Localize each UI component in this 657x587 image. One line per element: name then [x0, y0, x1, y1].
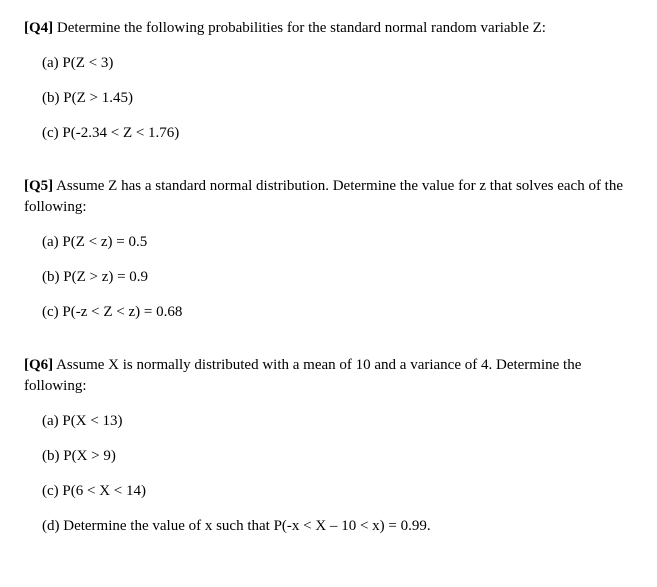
q4-part-a: (a) P(Z < 3): [42, 53, 633, 74]
q5-intro-line: [Q5] Assume Z has a standard normal dist…: [24, 176, 633, 218]
q5-part-a: (a) P(Z < z) = 0.5: [42, 232, 633, 253]
q6-part-c: (c) P(6 < X < 14): [42, 481, 633, 502]
q5-label: [Q5]: [24, 178, 53, 194]
q4-label: [Q4]: [24, 20, 53, 36]
q5-part-c: (c) P(-z < Z < z) = 0.68: [42, 302, 633, 323]
q4-part-c: (c) P(-2.34 < Z < 1.76): [42, 123, 633, 144]
q5-intro-text: Assume Z has a standard normal distribut…: [24, 178, 623, 215]
q6-part-d: (d) Determine the value of x such that P…: [42, 516, 633, 537]
q6-intro-line: [Q6] Assume X is normally distributed wi…: [24, 355, 633, 397]
q4-intro-text: Determine the following probabilities fo…: [53, 20, 546, 36]
q6-part-b: (b) P(X > 9): [42, 446, 633, 467]
question-5: [Q5] Assume Z has a standard normal dist…: [24, 176, 633, 323]
question-6: [Q6] Assume X is normally distributed wi…: [24, 355, 633, 537]
q6-part-a: (a) P(X < 13): [42, 411, 633, 432]
q6-label: [Q6]: [24, 357, 53, 373]
q6-intro-text: Assume X is normally distributed with a …: [24, 357, 581, 394]
question-4: [Q4] Determine the following probabiliti…: [24, 18, 633, 144]
q4-part-b: (b) P(Z > 1.45): [42, 88, 633, 109]
q5-part-b: (b) P(Z > z) = 0.9: [42, 267, 633, 288]
q4-intro-line: [Q4] Determine the following probabiliti…: [24, 18, 633, 39]
